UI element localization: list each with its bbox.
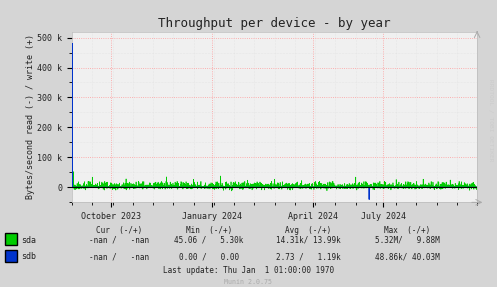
Text: 5.32M/   9.88M: 5.32M/ 9.88M	[375, 236, 440, 245]
Text: 14.31k/ 13.99k: 14.31k/ 13.99k	[276, 236, 340, 245]
Text: 48.86k/ 40.03M: 48.86k/ 40.03M	[375, 252, 440, 261]
Text: -nan /   -nan: -nan / -nan	[89, 252, 149, 261]
Text: Cur  (-/+): Cur (-/+)	[96, 226, 143, 235]
Text: Min  (-/+): Min (-/+)	[185, 226, 232, 235]
Text: sdb: sdb	[21, 252, 36, 261]
Text: RRDTOOL / TOBI OETIKER: RRDTOOL / TOBI OETIKER	[489, 79, 494, 162]
Text: Munin 2.0.75: Munin 2.0.75	[225, 279, 272, 285]
Text: 45.06 /   5.30k: 45.06 / 5.30k	[174, 236, 244, 245]
Text: Last update: Thu Jan  1 01:00:00 1970: Last update: Thu Jan 1 01:00:00 1970	[163, 266, 334, 275]
Title: Throughput per device - by year: Throughput per device - by year	[159, 18, 391, 30]
Text: 0.00 /   0.00: 0.00 / 0.00	[179, 252, 239, 261]
Text: 2.73 /   1.19k: 2.73 / 1.19k	[276, 252, 340, 261]
Text: Max  (-/+): Max (-/+)	[384, 226, 431, 235]
Text: Avg  (-/+): Avg (-/+)	[285, 226, 331, 235]
Y-axis label: Bytes/second read (-) / write (+): Bytes/second read (-) / write (+)	[25, 34, 35, 199]
Text: sda: sda	[21, 236, 36, 245]
Text: -nan /   -nan: -nan / -nan	[89, 236, 149, 245]
